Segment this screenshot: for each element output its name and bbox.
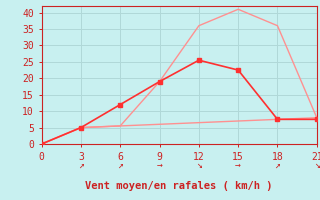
Text: →: →: [235, 160, 241, 170]
Text: ↗: ↗: [78, 160, 84, 170]
Text: →: →: [156, 160, 163, 170]
X-axis label: Vent moyen/en rafales ( km/h ): Vent moyen/en rafales ( km/h ): [85, 181, 273, 191]
Text: ↘: ↘: [314, 160, 320, 170]
Text: ↗: ↗: [117, 160, 123, 170]
Text: ↘: ↘: [196, 160, 202, 170]
Text: ↗: ↗: [275, 160, 280, 170]
